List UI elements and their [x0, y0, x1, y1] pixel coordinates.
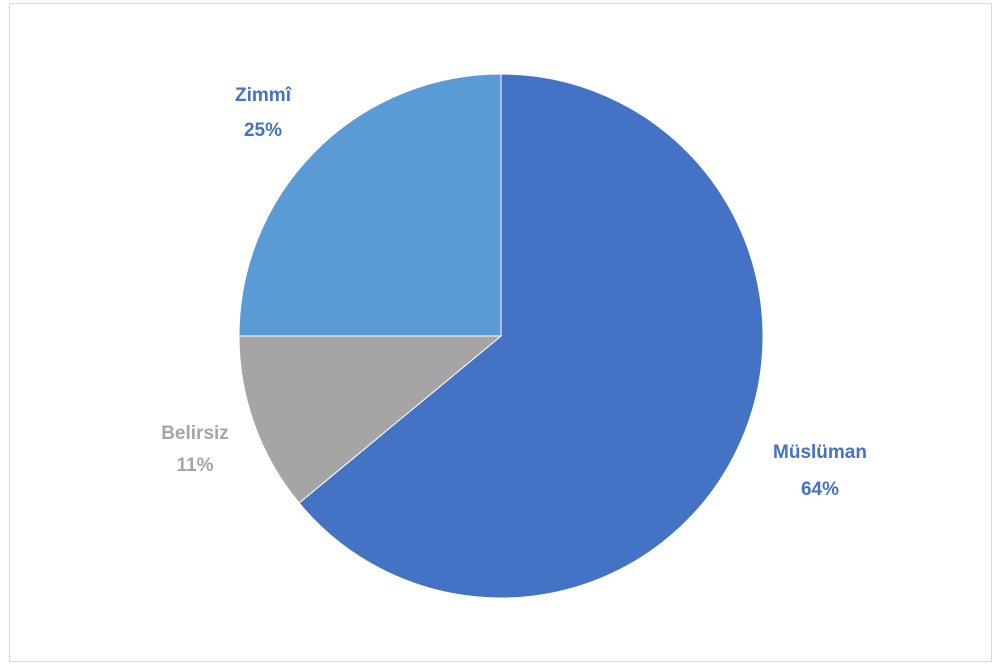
- data-label-percent: 64%: [801, 479, 839, 500]
- pie-slice-zimmî: [238, 73, 502, 337]
- data-label-percent: 25%: [244, 120, 282, 141]
- data-label-category: Zimmî: [235, 85, 293, 106]
- pie-slice-müslüman: [298, 73, 764, 599]
- pie-slices: [238, 73, 764, 599]
- pie-slice-belirsiz: [238, 335, 503, 504]
- data-label-category: Müslüman: [773, 442, 867, 463]
- data-label-percent: 11%: [177, 455, 214, 476]
- data-label-category: Belirsiz: [161, 423, 229, 444]
- pie-labels: Müslüman 64% Belirsiz 11% Zimmî 25%: [161, 85, 867, 500]
